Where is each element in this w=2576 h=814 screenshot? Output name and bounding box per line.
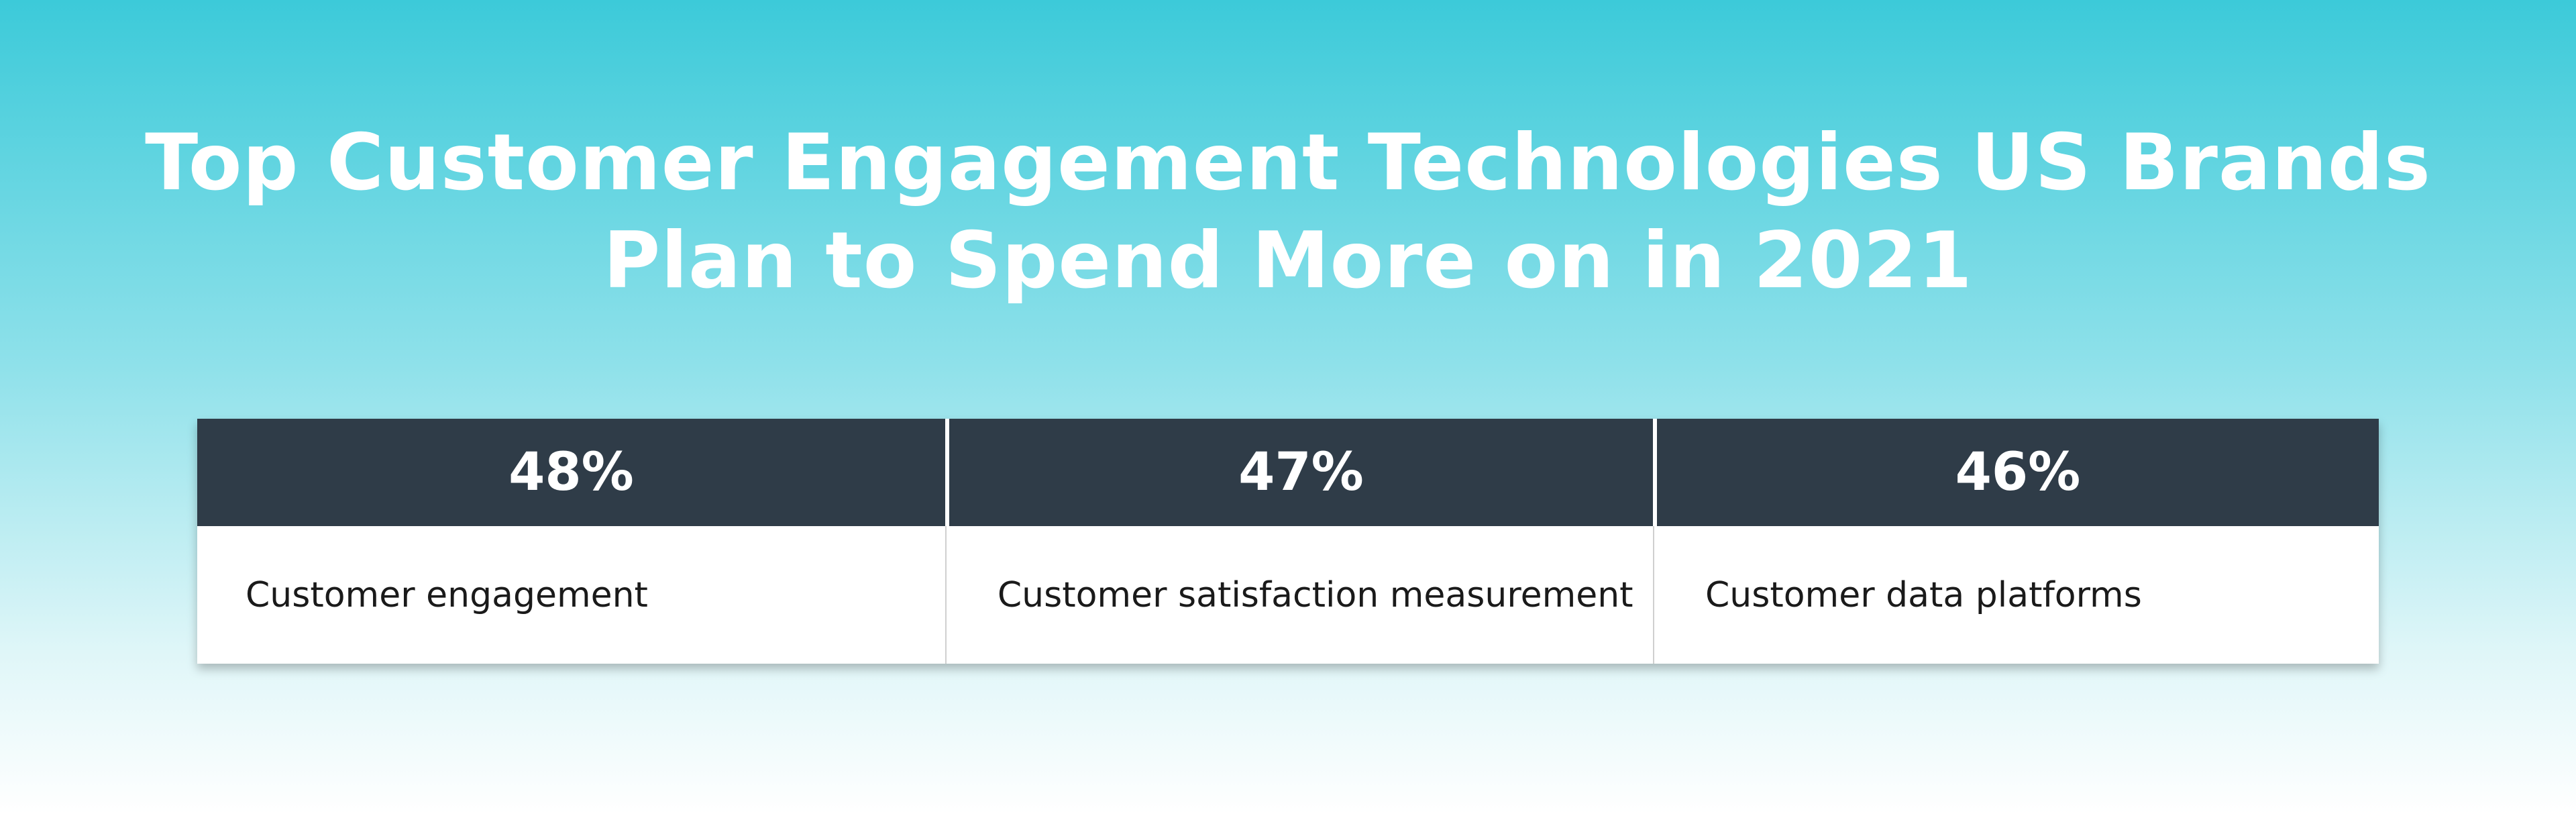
title: Top Customer Engagement Technologies US … (0, 114, 2576, 310)
column-header: 48% (197, 419, 945, 526)
title-line: Top Customer Engagement Technologies US … (145, 117, 2431, 208)
column-header: 47% (949, 419, 1653, 526)
table-column: 48% Customer engagement (197, 419, 945, 664)
column-label: Customer satisfaction measurement (945, 526, 1653, 664)
column-header: 46% (1656, 419, 2379, 526)
table-column: 47% Customer satisfaction measurement (945, 419, 1653, 664)
column-label: Customer engagement (197, 526, 945, 664)
stats-table: 48% Customer engagement 47% Customer satisf… (197, 419, 2379, 664)
column-label: Customer data platforms (1652, 526, 2379, 664)
table-column: 46% Customer data platforms (1652, 419, 2379, 664)
title-line: Plan to Spend More on in 2021 (603, 215, 1973, 306)
